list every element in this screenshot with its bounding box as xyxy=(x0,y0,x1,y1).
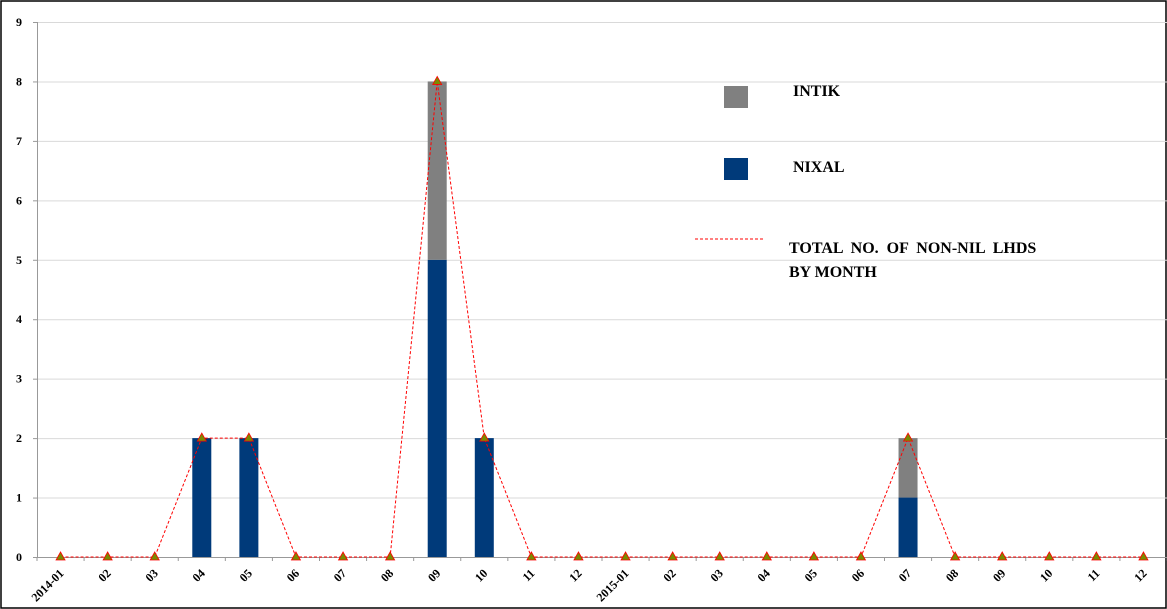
total-marker xyxy=(479,432,490,442)
total-marker xyxy=(902,432,914,442)
y-tick-label: 8 xyxy=(16,74,22,88)
total-marker xyxy=(1091,551,1102,561)
total-marker xyxy=(714,551,725,561)
total-line xyxy=(55,75,1149,561)
total-marker xyxy=(196,432,207,442)
total-marker xyxy=(526,551,537,561)
total-marker xyxy=(149,551,160,561)
total-marker xyxy=(55,551,66,561)
legend-swatch-nixal xyxy=(724,158,748,180)
y-tick-label: 5 xyxy=(16,253,22,267)
legend-label-total-line1: TOTAL NO. OF NON-NIL LHDS xyxy=(789,240,1036,257)
legend-swatch-intik xyxy=(724,86,748,108)
bar-nixal xyxy=(239,438,259,557)
total-marker xyxy=(808,551,820,561)
total-marker xyxy=(620,551,631,561)
bar-nixal xyxy=(192,438,212,557)
total-marker xyxy=(290,551,302,561)
total-marker xyxy=(1044,551,1055,561)
legend: INTIK NIXAL TOTAL NO. OF NON-NIL LHDS BY… xyxy=(695,83,1036,281)
y-tick-label: 4 xyxy=(16,312,22,326)
legend-label-total-line2: BY MONTH xyxy=(789,264,877,281)
bar-nixal xyxy=(474,438,494,557)
y-tick-label: 6 xyxy=(16,193,22,207)
total-marker xyxy=(102,551,113,561)
bar-nixal xyxy=(427,259,447,557)
legend-label-nixal: NIXAL xyxy=(793,159,845,176)
total-series-line xyxy=(60,81,1144,558)
total-marker xyxy=(573,551,584,561)
total-marker xyxy=(384,551,396,561)
legend-label-intik: INTIK xyxy=(793,83,841,100)
total-marker xyxy=(432,75,443,85)
total-marker xyxy=(337,551,349,561)
total-marker xyxy=(243,432,255,442)
bars xyxy=(192,81,918,557)
total-marker xyxy=(997,551,1008,561)
y-tick-label: 2 xyxy=(16,431,22,445)
total-marker xyxy=(667,551,678,561)
y-tick-label: 3 xyxy=(16,372,22,386)
bar-intik xyxy=(898,438,918,498)
y-tick-labels: 0 1 2 3 4 5 6 7 8 9 xyxy=(16,15,37,564)
bar-nixal xyxy=(898,497,918,557)
total-marker xyxy=(949,551,961,561)
y-tick-label: 0 xyxy=(16,550,22,564)
total-marker xyxy=(1138,551,1149,561)
y-tick-label: 7 xyxy=(16,134,22,148)
total-marker xyxy=(761,551,772,561)
y-tick-label: 9 xyxy=(16,15,22,29)
total-marker xyxy=(855,551,867,561)
bar-intik xyxy=(427,81,447,260)
y-tick-label: 1 xyxy=(16,491,22,505)
